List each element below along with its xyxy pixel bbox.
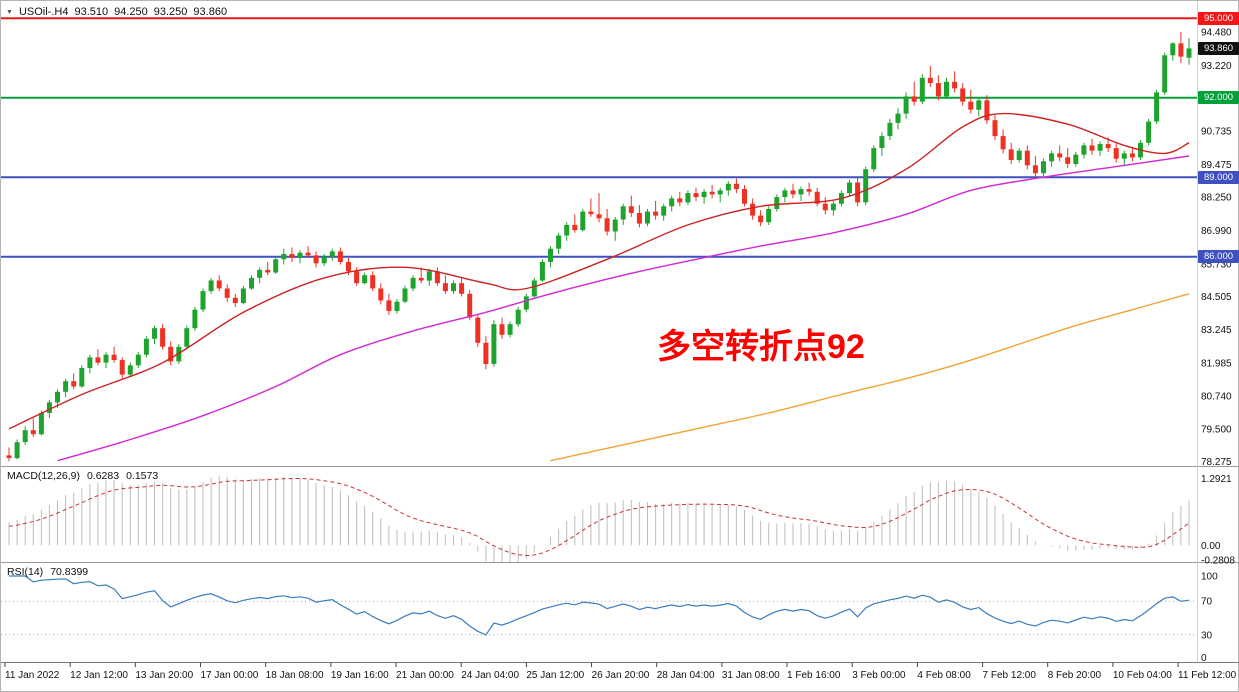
svg-text:0: 0 bbox=[1201, 653, 1207, 664]
time-label: 31 Jan 08:00 bbox=[721, 670, 780, 681]
time-axis[interactable]: 11 Jan 2022 12 Jan 12:00 13 Jan 20:00 17 Ja… bbox=[1, 664, 1239, 692]
time-label: 11 Jan 2022 bbox=[5, 670, 60, 681]
time-label: 3 Feb 00:00 bbox=[852, 670, 906, 681]
macd-main-value: 0.6283 bbox=[86, 470, 120, 482]
svg-text:94.480: 94.480 bbox=[1201, 28, 1232, 39]
ohlc-close-value: 93.860 bbox=[193, 6, 228, 18]
svg-text:80.740: 80.740 bbox=[1201, 392, 1232, 403]
chart-dropdown-icon[interactable]: ▼ bbox=[6, 8, 13, 16]
rsi-indicator-label: RSI(14) 70.8399 bbox=[7, 566, 88, 578]
time-label: 13 Jan 20:00 bbox=[135, 670, 194, 681]
svg-text:30: 30 bbox=[1201, 630, 1213, 641]
svg-text:93.220: 93.220 bbox=[1201, 61, 1232, 72]
svg-text:88.250: 88.250 bbox=[1201, 193, 1232, 204]
svg-text:83.245: 83.245 bbox=[1201, 325, 1232, 336]
ohlc-low-value: 93.250 bbox=[153, 6, 188, 18]
time-label: 7 Feb 12:00 bbox=[982, 670, 1036, 681]
svg-text:100: 100 bbox=[1201, 572, 1218, 583]
time-label: 4 Feb 08:00 bbox=[917, 670, 971, 681]
time-label: 11 Feb 12:00 bbox=[1178, 670, 1237, 681]
current-price-badge: 93.860 bbox=[1198, 41, 1239, 55]
price-line-badge-92: 92.000 bbox=[1198, 91, 1239, 105]
svg-text:90.735: 90.735 bbox=[1201, 127, 1232, 138]
time-label: 1 Feb 16:00 bbox=[787, 670, 841, 681]
rsi-name: RSI(14) bbox=[7, 566, 44, 578]
time-label: 26 Jan 20:00 bbox=[591, 670, 650, 681]
svg-text:89.475: 89.475 bbox=[1201, 160, 1232, 171]
svg-text:85.730: 85.730 bbox=[1201, 259, 1232, 270]
price-line-badge-95: 95.000 bbox=[1198, 11, 1239, 25]
svg-text:86.990: 86.990 bbox=[1201, 226, 1232, 237]
macd-signal-value: 0.1573 bbox=[126, 470, 159, 482]
time-label: 21 Jan 00:00 bbox=[396, 670, 454, 681]
chart-title-bar: ▼ USOil-.H4 93.510 94.250 93.250 93.860 bbox=[6, 6, 227, 18]
time-label: 10 Feb 04:00 bbox=[1112, 670, 1172, 681]
svg-text:84.505: 84.505 bbox=[1201, 292, 1232, 303]
svg-text:70: 70 bbox=[1201, 597, 1213, 608]
svg-text:-0.2808: -0.2808 bbox=[1201, 556, 1235, 567]
svg-text:0.00: 0.00 bbox=[1201, 541, 1221, 552]
time-label: 12 Jan 12:00 bbox=[70, 670, 128, 681]
rsi-value: 70.8399 bbox=[50, 566, 89, 578]
time-label: 24 Jan 04:00 bbox=[461, 670, 520, 681]
time-label: 19 Jan 16:00 bbox=[330, 670, 389, 681]
ohlc-high-value: 94.250 bbox=[114, 6, 148, 18]
time-label: 28 Jan 04:00 bbox=[656, 670, 715, 681]
svg-text:78.275: 78.275 bbox=[1201, 457, 1232, 468]
annotation-text: 多空转折点92 bbox=[657, 328, 865, 366]
time-label: 8 Feb 20:00 bbox=[1047, 670, 1102, 681]
ohlc-open-value: 93.510 bbox=[74, 6, 109, 18]
time-label: 18 Jan 08:00 bbox=[265, 670, 324, 681]
macd-indicator-label: MACD(12,26,9) 0.6283 0.1573 bbox=[7, 470, 158, 482]
macd-name: MACD(12,26,9) bbox=[7, 470, 80, 482]
svg-text:79.500: 79.500 bbox=[1201, 424, 1232, 435]
symbol-period-label: USOil-.H4 bbox=[18, 6, 69, 18]
price-line-badge-86: 86.000 bbox=[1198, 250, 1239, 264]
svg-text:81.985: 81.985 bbox=[1201, 359, 1232, 370]
price-line-badge-89: 89.000 bbox=[1198, 170, 1239, 184]
time-label: 17 Jan 00:00 bbox=[200, 670, 259, 681]
svg-text:1.2921: 1.2921 bbox=[1201, 474, 1232, 485]
time-label: 25 Jan 12:00 bbox=[526, 670, 585, 681]
